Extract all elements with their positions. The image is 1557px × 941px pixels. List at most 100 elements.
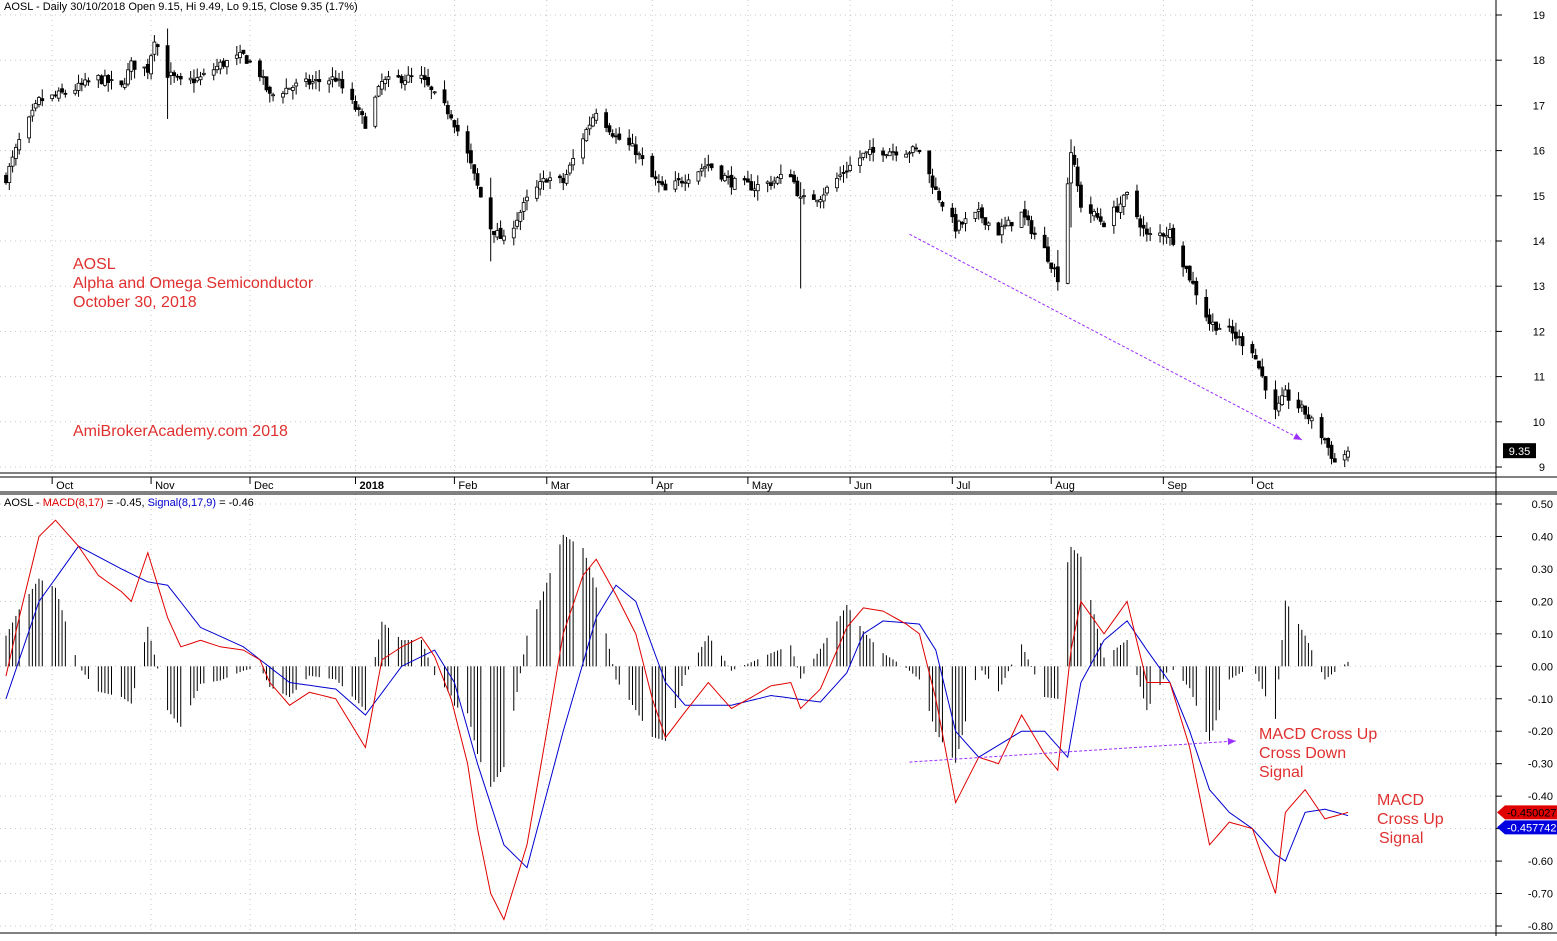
candle-body — [1095, 213, 1100, 218]
candle-body — [914, 147, 918, 150]
candle-body — [1181, 245, 1186, 268]
candle-body — [930, 175, 935, 188]
candle-body — [927, 150, 932, 175]
candle-body — [363, 116, 368, 129]
candle-body — [96, 74, 101, 81]
macd-axis: 0.50 0.40 0.30 0.20 0.10 0.00 -0.10 -0.20 -0.30 -… — [1496, 499, 1553, 933]
candle-body — [119, 80, 124, 86]
macd-header-prefix: AOSL - — [4, 497, 43, 509]
cross-up-line-2: Cross Up — [1377, 811, 1444, 828]
candle-body — [56, 90, 61, 99]
candle-body — [1029, 220, 1034, 235]
candle-body — [864, 151, 869, 154]
cross-down-annotation: MACD Cross Up Cross Down Signal — [1259, 725, 1377, 782]
candle-body — [1102, 222, 1106, 228]
candle-body — [238, 52, 243, 59]
candle-body — [475, 173, 480, 186]
price-axis: 9 10 11 12 13 14 15 16 17 18 19 — [1496, 10, 1545, 474]
last-price-label: 9.35 — [1509, 446, 1530, 458]
candle-body — [218, 61, 223, 70]
candle-body — [983, 217, 988, 226]
price-tick-label: 15 — [1533, 191, 1545, 203]
candle-body — [465, 131, 470, 154]
candle-body — [907, 152, 912, 155]
candle-body — [680, 180, 684, 184]
candle-body — [333, 77, 338, 82]
candle-body — [722, 175, 727, 182]
candle-body — [802, 195, 806, 198]
candle-body — [564, 174, 569, 184]
last-signal-box — [1497, 820, 1557, 835]
candle-body — [1115, 206, 1120, 213]
candle-body — [257, 60, 262, 78]
candle-body — [314, 78, 318, 81]
candle-body — [1161, 233, 1166, 237]
candle-body — [76, 82, 81, 91]
candle-body — [1204, 296, 1209, 318]
candle-body — [145, 64, 150, 73]
candle-body — [469, 150, 473, 164]
candle-body — [122, 83, 127, 88]
macd-tick-label: 0.40 — [1532, 531, 1553, 543]
price-tick-label: 13 — [1533, 281, 1545, 293]
signal-header-label: Signal(8,17,9) — [147, 497, 217, 509]
candle-body — [1009, 221, 1014, 227]
candle-body — [591, 117, 595, 127]
candle-body — [1164, 235, 1169, 238]
candle-body — [795, 180, 800, 196]
candle-body — [835, 177, 839, 189]
candle-body — [1346, 450, 1350, 458]
candle-body — [478, 186, 483, 198]
candle-body — [663, 183, 668, 191]
candle-body — [1138, 218, 1143, 228]
candle-body — [379, 81, 384, 90]
candle-body — [742, 178, 747, 181]
candle-body — [627, 137, 632, 146]
candle-body — [963, 218, 968, 224]
candle-body — [73, 89, 78, 94]
candle-body — [399, 76, 404, 84]
candle-body — [1323, 438, 1327, 441]
candle-body — [861, 152, 866, 158]
candle-body — [33, 103, 38, 109]
candle-body — [472, 164, 477, 174]
candle-body — [86, 80, 91, 83]
candle-body — [683, 181, 688, 184]
candle-body — [633, 144, 638, 155]
price-trend-arrow — [909, 233, 1303, 441]
candle-body — [1296, 399, 1301, 409]
month-label: Feb — [458, 480, 477, 492]
candle-body — [79, 82, 84, 85]
candle-body — [1230, 326, 1235, 334]
candle-body — [798, 196, 803, 199]
candle-body — [152, 41, 157, 55]
month-label: Dec — [254, 480, 274, 492]
candle-body — [1210, 321, 1215, 325]
month-label: Mar — [551, 480, 570, 492]
candle-body — [126, 69, 130, 85]
candle-body — [1148, 233, 1153, 235]
month-label: Aug — [1055, 480, 1075, 492]
candle-body — [940, 201, 945, 207]
candle-body — [732, 177, 737, 190]
candle-body — [1253, 355, 1258, 360]
price-tick-label: 10 — [1533, 417, 1545, 429]
candle-body — [356, 107, 361, 110]
candle-body — [525, 196, 529, 202]
candle-body — [891, 151, 895, 154]
macd-tick-label: -0.20 — [1528, 726, 1553, 738]
macd-tick-label: -0.60 — [1528, 856, 1553, 868]
month-label: May — [752, 480, 773, 492]
candle-body — [640, 155, 645, 160]
candle-body — [825, 186, 829, 194]
candle-body — [1237, 336, 1242, 339]
candle-body — [765, 181, 770, 184]
price-candles — [4, 28, 1350, 468]
candle-body — [1191, 280, 1195, 284]
candle-body — [10, 156, 15, 167]
candle-body — [172, 72, 177, 77]
candle-body — [1069, 152, 1073, 184]
candle-body — [775, 177, 780, 184]
candle-body — [1329, 444, 1334, 459]
macd-tick-label: -0.80 — [1528, 921, 1553, 933]
